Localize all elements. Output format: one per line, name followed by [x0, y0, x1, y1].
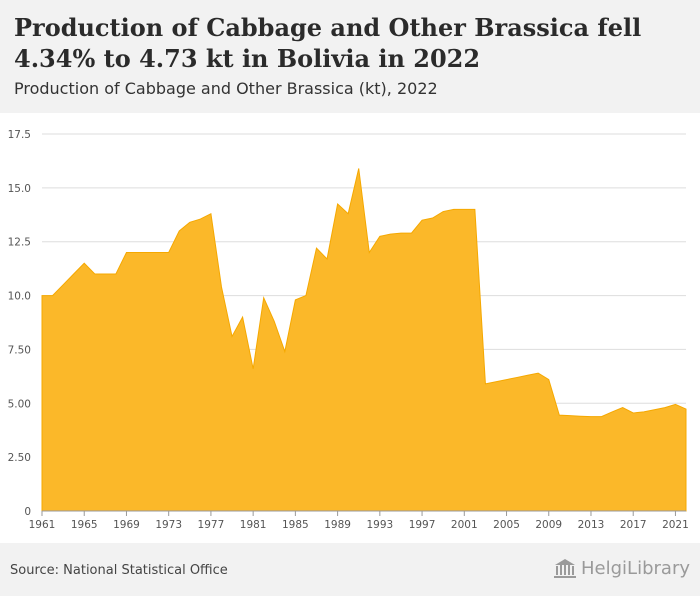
page-title: Production of Cabbage and Other Brassica…: [14, 13, 642, 73]
y-tick-label: 0: [24, 506, 31, 518]
x-tick-label: 2009: [535, 519, 562, 531]
x-tick-label: 2001: [451, 519, 478, 531]
source-note: Source: National Statistical Office: [10, 563, 228, 578]
y-tick-label: 15.0: [8, 183, 31, 195]
y-tick-label: 2.50: [8, 452, 31, 464]
x-tick-label: 1989: [324, 519, 351, 531]
x-tick-label: 1997: [409, 519, 436, 531]
x-tick-label: 1969: [113, 519, 140, 531]
x-tick-label: 2005: [493, 519, 520, 531]
x-tick-label: 1965: [71, 519, 98, 531]
y-tick-label: 17.5: [8, 129, 31, 141]
x-tick-label: 1977: [198, 519, 225, 531]
y-tick-label: 7.50: [8, 344, 31, 356]
y-tick-label: 5.00: [8, 398, 31, 410]
x-tick-label: 2013: [578, 519, 605, 531]
y-tick-label: 12.5: [8, 237, 31, 249]
x-tick-label: 1985: [282, 519, 309, 531]
library-building-icon: [554, 559, 577, 578]
x-tick-label: 1993: [366, 519, 393, 531]
area-series: [41, 168, 687, 512]
x-tick-label: 1961: [29, 519, 56, 531]
chart-subtitle: Production of Cabbage and Other Brassica…: [14, 79, 438, 98]
chart-area: 0 2.50 5.00 7.50 10.0 12.5 15.0 17.5 1961 1965 19…: [0, 113, 700, 543]
x-tick-label: 2017: [620, 519, 647, 531]
x-tick-label: 2021: [662, 519, 689, 531]
x-tick-label: 1981: [240, 519, 267, 531]
footer: Source: National Statistical Office Helg…: [0, 543, 700, 596]
area-fill: [41, 168, 687, 512]
x-axis: 1961 1965 1969 1973 1977 1981 1985 1989 1993 1997…: [29, 510, 689, 531]
logo-text: HelgiLibrary: [581, 557, 690, 579]
y-tick-label: 10.0: [8, 291, 31, 303]
header: Production of Cabbage and Other Brassica…: [0, 0, 700, 113]
y-axis: 0 2.50 5.00 7.50 10.0 12.5 15.0 17.5: [8, 129, 31, 518]
x-tick-label: 1973: [155, 519, 182, 531]
helgi-library-logo[interactable]: HelgiLibrary: [553, 557, 690, 579]
